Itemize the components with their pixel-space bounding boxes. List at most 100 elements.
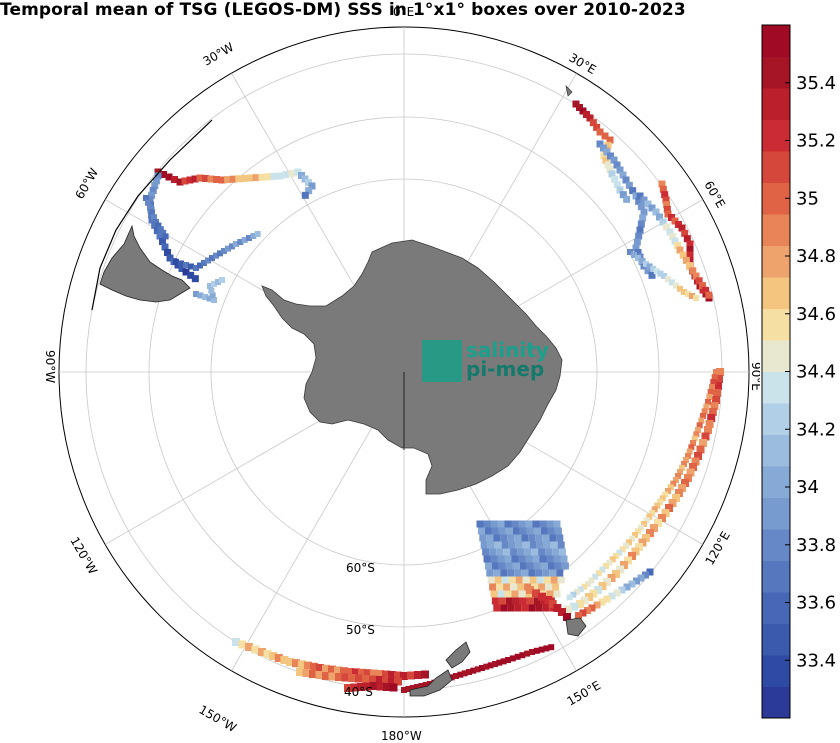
sss-cell xyxy=(600,144,607,152)
south-america-coast xyxy=(91,119,213,311)
sss-cell xyxy=(592,573,599,580)
sss-cell xyxy=(688,444,695,451)
sss-cell xyxy=(635,197,643,205)
sss-cell xyxy=(229,243,235,250)
sss-cell xyxy=(301,191,309,199)
sss-cell xyxy=(518,555,526,563)
sss-cell xyxy=(235,175,243,183)
sss-cell xyxy=(622,176,630,184)
sss-cell xyxy=(659,185,667,193)
sss-cell xyxy=(662,491,669,498)
sss-cell xyxy=(543,645,550,652)
sss-cell xyxy=(296,668,304,676)
sss-cell xyxy=(335,673,343,681)
sss-cell xyxy=(652,208,660,216)
sss-cell xyxy=(685,453,691,459)
sss-cell xyxy=(466,669,472,675)
sss-cell xyxy=(675,473,681,479)
sss-cell xyxy=(598,598,606,606)
sss-cell xyxy=(679,465,685,471)
sss-cell xyxy=(376,670,384,678)
sss-cell xyxy=(710,402,719,410)
colorbar-tick-label: 33.6 xyxy=(796,593,836,614)
sss-cell xyxy=(685,291,691,297)
sss-cell xyxy=(526,597,534,605)
sss-cell xyxy=(493,604,501,612)
sss-cell xyxy=(143,195,149,201)
sss-cell xyxy=(394,671,402,680)
colorbar-swatch xyxy=(762,340,790,372)
sss-cell xyxy=(533,527,541,535)
sss-cell xyxy=(691,457,700,466)
sss-cell xyxy=(535,569,543,577)
lat-label-40s: 40°S xyxy=(344,685,373,699)
colorbar-swatch xyxy=(762,25,790,57)
sss-cell xyxy=(603,148,611,156)
sss-cell xyxy=(183,262,189,268)
colorbar-swatch xyxy=(762,497,790,530)
sss-cell xyxy=(686,251,694,259)
sss-cell xyxy=(232,638,240,646)
sss-cell xyxy=(322,664,330,673)
sss-cell xyxy=(500,658,507,665)
sss-cell xyxy=(414,671,422,679)
sss-cell xyxy=(149,186,157,194)
sss-cell xyxy=(501,541,509,549)
sss-cell xyxy=(286,658,294,666)
sss-cell xyxy=(514,569,522,577)
sss-cell xyxy=(246,174,254,182)
sss-cell xyxy=(308,182,316,190)
sss-cell xyxy=(616,186,624,194)
new-zealand-south xyxy=(409,669,453,697)
sss-cell xyxy=(707,414,716,422)
sss-cell xyxy=(693,295,699,301)
sss-cell xyxy=(708,408,717,416)
sss-cell xyxy=(678,484,686,492)
sss-cell xyxy=(519,652,526,659)
sss-cell xyxy=(553,520,561,528)
sss-cell xyxy=(715,375,723,383)
sss-cell xyxy=(602,157,610,164)
sss-cell xyxy=(521,534,529,542)
sss-cell xyxy=(302,669,311,677)
sss-cell xyxy=(209,255,215,261)
sss-cell xyxy=(521,604,529,612)
sss-cell xyxy=(528,604,536,612)
sss-cell xyxy=(484,562,492,570)
sss-cell xyxy=(620,561,628,569)
sss-cell xyxy=(545,548,553,556)
sss-cell xyxy=(552,583,560,591)
tasmania xyxy=(565,617,587,637)
sss-cell xyxy=(608,170,616,178)
sss-cell xyxy=(585,581,591,587)
sss-cell xyxy=(698,282,706,290)
sss-cell xyxy=(547,562,555,570)
sss-cell xyxy=(665,276,671,283)
sss-cell xyxy=(686,468,695,477)
sss-cell xyxy=(503,548,511,556)
sss-cell xyxy=(601,132,609,140)
sss-cell xyxy=(510,583,518,591)
sss-cell xyxy=(363,682,372,691)
sss-cell xyxy=(642,571,649,579)
logo-line1: salinity xyxy=(466,338,549,362)
sss-cell xyxy=(609,556,616,563)
sss-cell xyxy=(661,509,670,517)
sss-cell xyxy=(533,597,541,605)
colorbar-swatch xyxy=(762,560,790,593)
sss-cell xyxy=(394,677,402,686)
sss-cell xyxy=(693,431,700,438)
sss-cell xyxy=(270,172,278,180)
sss-cell xyxy=(538,646,545,653)
sss-cell xyxy=(498,562,506,570)
sss-cell xyxy=(634,249,642,256)
sss-cell xyxy=(673,477,679,483)
sss-cell xyxy=(678,224,686,232)
sss-cell xyxy=(344,684,352,692)
sss-cell xyxy=(519,527,527,535)
sss-cell xyxy=(547,527,555,535)
sss-cell xyxy=(497,555,505,563)
sss-cell xyxy=(208,287,215,294)
sss-cell xyxy=(145,199,151,206)
sss-cell xyxy=(613,589,621,597)
